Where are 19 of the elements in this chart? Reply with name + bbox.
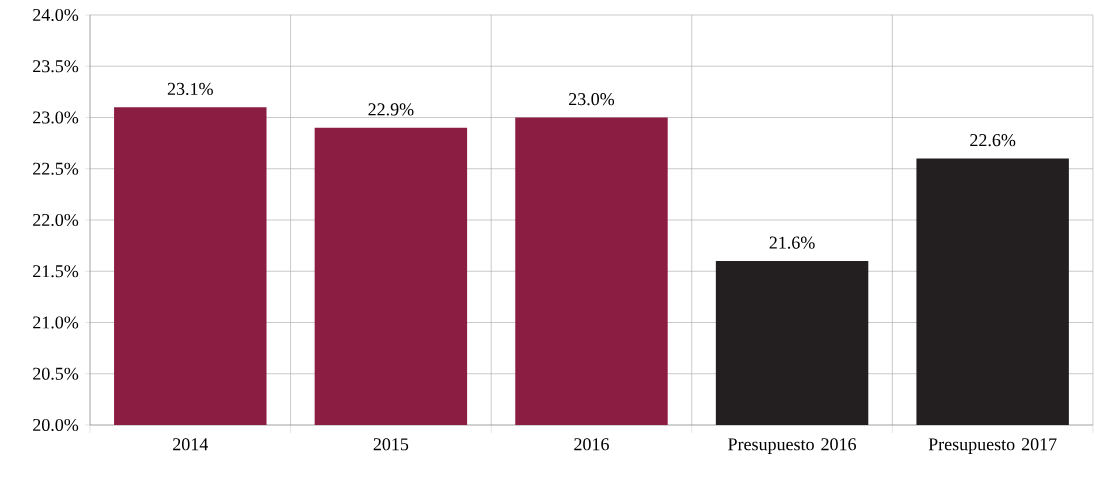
x-tick-label: 2016 <box>574 438 609 451</box>
y-tick-label: 24.0% <box>33 8 79 22</box>
y-tick-label: 21.5% <box>33 265 79 278</box>
data-label: 22.6% <box>970 134 1016 147</box>
y-tick-label: 21.0% <box>33 316 79 329</box>
y-tick-label: 22.0% <box>33 213 79 227</box>
y-tick-label: 22.5% <box>33 162 79 175</box>
y-tick-label: 23.5% <box>33 60 79 73</box>
y-tick-label: 20.0% <box>33 418 79 432</box>
data-label: 22.9% <box>368 103 414 116</box>
data-label: 23.0% <box>569 93 615 106</box>
x-tick-label: Presupuesto 2016 <box>728 438 857 454</box>
x-tick-label: 2015 <box>373 438 409 451</box>
x-tick-label: Presupuesto 2017 <box>928 438 1057 454</box>
data-label: 21.6% <box>769 236 815 249</box>
x-tick-label: 2014 <box>173 438 209 451</box>
y-tick-label: 23.0% <box>33 111 79 124</box>
y-tick-label: 20.5% <box>33 367 79 380</box>
data-label: 23.1% <box>167 82 213 96</box>
